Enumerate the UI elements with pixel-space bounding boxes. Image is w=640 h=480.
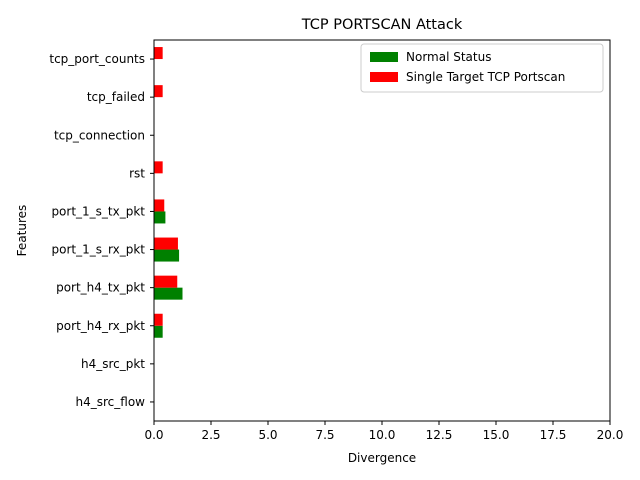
- x-axis-label: Divergence: [348, 451, 416, 465]
- x-tick-label: 20.0: [597, 428, 624, 442]
- y-tick-label-port-1-s-tx-pkt: port_1_s_tx_pkt: [51, 204, 145, 218]
- plot-frame: [153, 39, 611, 422]
- bar-single-target-tcp-portscan-port-1-s-tx-pkt: [154, 199, 165, 212]
- y-axis-label: Features: [15, 205, 29, 257]
- y-tick-label-h4-src-pkt: h4_src_pkt: [81, 357, 145, 371]
- y-tick-label-h4-src-flow: h4_src_flow: [76, 395, 146, 409]
- x-tick-label: 7.5: [315, 428, 334, 442]
- bar-single-target-tcp-portscan-port-h4-tx-pkt: [154, 275, 178, 288]
- y-tick-label-rst: rst: [129, 166, 145, 180]
- legend-entry-normal-status: Normal Status: [406, 50, 491, 64]
- y-tick-label-tcp-connection: tcp_connection: [54, 128, 145, 142]
- bar-single-target-tcp-portscan-tcp-failed: [154, 85, 163, 98]
- bar-single-target-tcp-portscan-port-h4-rx-pkt: [154, 313, 163, 326]
- y-axis-ticks: h4_src_flow h4_src_pkt port_h4_rx_pkt port_…: [49, 52, 154, 409]
- bars-group: [154, 47, 183, 338]
- bar-single-target-tcp-portscan-rst: [154, 161, 163, 174]
- bar-normal-status-port-h4-rx-pkt: [154, 325, 163, 338]
- x-tick-label: 2.5: [201, 428, 220, 442]
- bar-normal-status-port-1-s-rx-pkt: [154, 249, 180, 262]
- y-tick-label-port-1-s-rx-pkt: port_1_s_rx_pkt: [52, 243, 146, 257]
- legend-swatch-single-target-tcp-portscan: [370, 72, 398, 82]
- legend-entry-single-target-tcp-portscan: Single Target TCP Portscan: [406, 70, 565, 84]
- bar-single-target-tcp-portscan-tcp-port-counts: [154, 47, 163, 60]
- y-tick-label-port-h4-rx-pkt: port_h4_rx_pkt: [56, 319, 145, 333]
- x-tick-label: 15.0: [483, 428, 510, 442]
- x-tick-label: 0.0: [144, 428, 163, 442]
- y-tick-label-port-h4-tx-pkt: port_h4_tx_pkt: [56, 281, 145, 295]
- chart-title: TCP PORTSCAN Attack: [301, 17, 463, 33]
- y-tick-label-tcp-port-counts: tcp_port_counts: [49, 52, 145, 66]
- x-axis-ticks: 0.0 2.5 5.0 7.5 10.0 12.5 15.0 17.5 20.0: [144, 421, 623, 442]
- x-tick-label: 12.5: [426, 428, 453, 442]
- bar-single-target-tcp-portscan-port-1-s-rx-pkt: [154, 237, 178, 250]
- legend-box: [360, 43, 604, 93]
- legend-swatch-normal-status: [370, 52, 398, 62]
- x-tick-label: 17.5: [540, 428, 567, 442]
- bar-normal-status-port-1-s-tx-pkt: [154, 211, 166, 224]
- bar-normal-status-port-h4-tx-pkt: [154, 287, 183, 300]
- y-tick-label-tcp-failed: tcp_failed: [87, 90, 145, 104]
- x-tick-label: 5.0: [258, 428, 277, 442]
- legend: Normal Status Single Target TCP Portscan: [360, 43, 604, 93]
- x-tick-label: 10.0: [369, 428, 396, 442]
